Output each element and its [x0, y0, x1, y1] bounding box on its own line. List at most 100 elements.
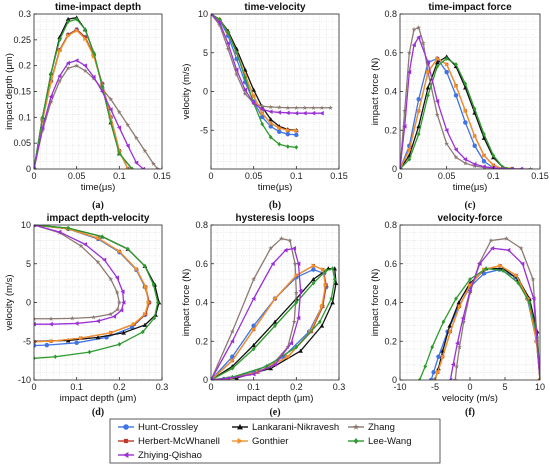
point-lee-wang: [294, 300, 299, 305]
point-gonthier: [457, 304, 462, 309]
point-gonthier: [323, 282, 328, 288]
point-gonthier: [435, 56, 440, 61]
point-zhiying-qishao: [288, 340, 294, 346]
point-lee-wang: [484, 266, 488, 271]
point-gonthier: [294, 273, 299, 278]
point-zhang: [108, 311, 114, 317]
y-tick-label: 0.8: [195, 220, 208, 230]
point-zhang: [292, 261, 298, 266]
point-hunt-crossley: [259, 114, 265, 120]
point-zhiying-qishao: [108, 107, 113, 112]
point-lee-wang: [140, 329, 145, 335]
point-zhang: [268, 245, 274, 251]
point-zhiying-qishao: [102, 257, 107, 263]
legend-marker-zhiying-qishao: [123, 452, 129, 458]
point-gonthier: [143, 311, 148, 317]
y-tick-label: 0.6: [195, 259, 208, 269]
y-axis-label: velocity (m/s): [4, 275, 15, 331]
point-zhiying-qishao: [444, 127, 449, 133]
point-hunt-crossley: [481, 159, 487, 164]
point-lee-wang: [468, 276, 472, 282]
point-lankarani-nikravesh: [121, 330, 126, 335]
point-lankarani-nikravesh: [330, 300, 335, 305]
y-axis-label: velocity (m/s): [181, 64, 192, 120]
point-lee-wang: [217, 17, 222, 22]
legend-item-zhang: Zhang: [348, 422, 395, 433]
chart-1-time-velocity: 0 0.05 0.1 0.15 -5 0 5 10 time-velocity time(μs) v…: [181, 2, 348, 211]
x-tick-label: 0.05: [68, 171, 86, 181]
point-zhang: [310, 105, 316, 110]
series-line-zhiying-qishao: [211, 247, 302, 380]
point-zhang: [108, 276, 114, 282]
y-tick-label: 0.2: [384, 125, 397, 135]
legend-marker-lee-wang: [353, 438, 359, 444]
point-lee-wang: [332, 276, 337, 282]
point-zhang: [291, 319, 297, 324]
point-lee-wang: [108, 120, 113, 125]
series-line-lee-wang: [418, 267, 540, 380]
point-lee-wang: [417, 377, 422, 380]
point-lee-wang: [34, 356, 36, 361]
point-lankarani-nikravesh: [298, 348, 303, 353]
panel-caption: (d): [92, 407, 104, 418]
point-lee-wang: [416, 131, 421, 137]
point-lee-wang: [100, 84, 105, 89]
point-zhiying-qishao: [455, 340, 460, 346]
point-gonthier: [440, 354, 445, 360]
chart-0-time-impact-depth: 0 0.05 0.1 0.15 0 0.05 0.1 0.15 0.2 0.25 0.3 time-i…: [4, 2, 171, 211]
point-lankarani-nikravesh: [95, 335, 101, 340]
series-line-zhiying-qishao: [34, 59, 144, 169]
x-tick-label: 5: [502, 382, 507, 392]
point-zhiying-qishao: [506, 247, 511, 253]
y-tick-label: 0.4: [384, 298, 397, 308]
x-tick-label: 0.1: [247, 382, 260, 392]
point-zhang: [402, 108, 408, 113]
point-gonthier: [146, 300, 151, 305]
point-gonthier: [448, 329, 453, 334]
y-tick-label: 0.4: [195, 298, 208, 308]
point-gonthier: [143, 284, 149, 290]
legend-marker-lankarani-nikravesh: [237, 424, 243, 430]
point-zhiying-qishao: [272, 362, 277, 367]
point-gonthier: [79, 335, 84, 341]
point-zhiying-qishao: [519, 166, 524, 169]
point-zhiying-qishao: [225, 376, 230, 380]
x-tick-label: 0: [208, 171, 213, 181]
legend-marker-herbert-mcwhanell: [123, 438, 129, 444]
point-zhiying-qishao: [251, 371, 256, 377]
point-zhiying-qishao: [311, 110, 316, 116]
point-zhiying-qishao: [117, 125, 122, 130]
legend-item-hunt-crossley: Hunt-Crossley: [118, 422, 198, 433]
point-lankarani-nikravesh: [425, 85, 431, 90]
x-axis-label: velocity (m/s): [442, 393, 498, 404]
point-zhang: [115, 306, 121, 312]
point-gonthier: [285, 127, 291, 133]
point-zhiying-qishao: [302, 110, 307, 116]
point-zhiying-qishao: [251, 296, 256, 301]
point-gonthier: [273, 296, 278, 301]
point-gonthier: [277, 125, 282, 131]
point-zhang: [328, 105, 333, 110]
point-zhiying-qishao: [477, 261, 482, 267]
point-zhiying-qishao: [34, 225, 36, 228]
point-zhiying-qishao: [34, 321, 36, 327]
point-lankarani-nikravesh: [333, 280, 339, 285]
point-zhang: [287, 237, 293, 243]
point-zhiying-qishao: [234, 67, 239, 73]
point-lee-wang: [516, 280, 521, 286]
point-zhang: [78, 243, 84, 248]
point-lee-wang: [234, 50, 239, 56]
point-zhiying-qishao: [453, 147, 458, 152]
point-zhiying-qishao: [276, 110, 282, 115]
point-zhiying-qishao: [74, 321, 79, 326]
y-tick-label: 0.15: [13, 87, 31, 97]
point-lee-wang: [57, 37, 62, 43]
x-axis-label: impact depth (μm): [60, 393, 137, 404]
point-lee-wang: [311, 280, 316, 286]
point-zhang: [74, 63, 80, 68]
point-gonthier: [126, 166, 131, 169]
point-gonthier: [435, 369, 441, 375]
point-hunt-crossley: [285, 131, 291, 137]
point-zhiying-qishao: [291, 245, 297, 251]
series-group: [417, 236, 540, 380]
